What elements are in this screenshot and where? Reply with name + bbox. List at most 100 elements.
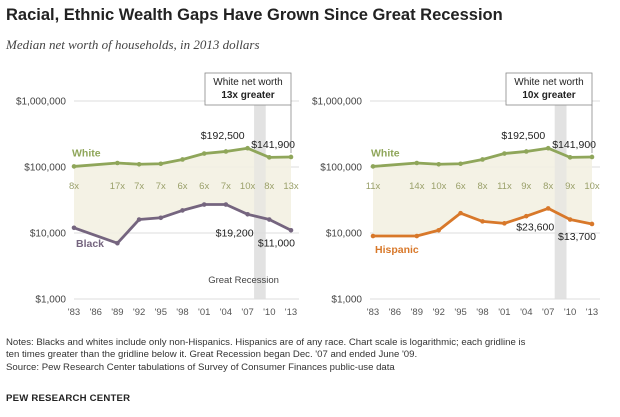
data-point-white	[115, 160, 120, 166]
x-tick-label: '01	[498, 307, 510, 318]
gap-ratio-label: 7x	[221, 181, 231, 192]
data-point-white	[524, 149, 529, 154]
value-label: $19,200	[216, 227, 254, 239]
series-name-black: Black	[76, 238, 104, 250]
data-point-hispanic	[524, 213, 529, 219]
value-label: $23,600	[516, 221, 554, 233]
data-point-hispanic	[545, 206, 551, 211]
pew-research-center-logo-text: PEW RESEARCH CENTER	[6, 393, 131, 404]
x-tick-label: '10	[263, 307, 275, 318]
gap-fill-area	[74, 148, 291, 244]
x-tick-label: '13	[285, 307, 297, 318]
data-point-hispanic	[480, 219, 485, 224]
data-point-black	[136, 217, 142, 222]
data-point-hispanic	[567, 217, 573, 222]
x-tick-label: '04	[220, 307, 232, 318]
data-point-black	[245, 212, 250, 217]
x-tick-label: '07	[241, 307, 253, 318]
x-tick-label: '92	[433, 307, 445, 318]
series-name-white: White	[371, 147, 400, 159]
data-point-hispanic	[589, 221, 595, 227]
data-point-black	[180, 208, 185, 213]
y-tick-label: $1,000,000	[16, 97, 66, 108]
data-point-white	[267, 155, 272, 160]
series-line-white	[73, 146, 292, 168]
value-label: $141,900	[251, 139, 295, 151]
value-label: $11,000	[258, 237, 295, 249]
gap-ratio-label: 10x	[240, 181, 256, 192]
data-point-white	[158, 161, 164, 167]
y-tick-label: $10,000	[30, 229, 67, 240]
x-tick-label: '89	[111, 307, 123, 318]
data-point-white	[414, 160, 420, 166]
x-tick-label: '83	[68, 307, 80, 318]
series-line-white	[372, 146, 593, 168]
callout-box	[204, 72, 292, 106]
data-point-white	[370, 164, 376, 169]
charts-area: $1,000,000$100,000$10,000$1,000'83'86'89…	[16, 72, 600, 318]
gap-ratio-label: 17x	[110, 181, 126, 192]
y-tick-label: $1,000	[331, 295, 362, 306]
callout-line-2: 10x greater	[522, 90, 575, 101]
gap-fill-area	[373, 148, 592, 237]
x-tick-label: '95	[155, 307, 167, 318]
gap-ratio-label: 14x	[409, 181, 425, 192]
series-name-hispanic: Hispanic	[375, 244, 419, 256]
data-point-white	[245, 145, 250, 151]
data-point-white	[436, 161, 442, 167]
chart-subtitle: Median net worth of households, in 2013 …	[6, 37, 260, 52]
gap-ratio-label: 11x	[366, 181, 381, 192]
y-tick-label: $100,000	[320, 163, 362, 174]
data-point-black	[288, 227, 294, 233]
x-tick-label: '98	[176, 307, 188, 318]
gap-ratio-label: 9x	[521, 181, 531, 192]
value-label: $192,500	[201, 130, 245, 142]
data-point-white	[201, 151, 207, 156]
y-tick-label: $1,000	[35, 295, 66, 306]
gap-ratio-label: 9x	[565, 181, 575, 192]
data-point-white	[180, 157, 185, 162]
x-tick-label: '04	[520, 307, 532, 318]
data-point-white	[567, 155, 573, 160]
y-tick-label: $1,000,000	[312, 97, 362, 108]
y-tick-label: $10,000	[326, 229, 363, 240]
data-point-black	[115, 240, 120, 246]
recession-band-overlay	[254, 95, 266, 299]
gap-ratio-label: 7x	[134, 181, 144, 192]
gap-ratio-label: 10x	[584, 181, 600, 192]
data-point-white	[136, 161, 142, 167]
chart-title: Racial, Ethnic Wealth Gaps Have Grown Si…	[6, 6, 503, 24]
gap-ratio-label: 11x	[497, 181, 512, 192]
x-tick-label: '92	[133, 307, 145, 318]
callout-line-1: White net worth	[213, 77, 282, 88]
panel-black-white: $1,000,000 $100,000 $10,000 $1,000'83 '86 '89…	[16, 72, 299, 318]
value-label: $141,900	[552, 139, 596, 151]
x-tick-label: '98	[476, 307, 488, 318]
note-line-1: Notes: Blacks and whites include only no…	[6, 337, 526, 348]
data-point-black	[71, 225, 77, 231]
recession-label: Great Recession	[208, 275, 279, 286]
gap-ratio-label: 13x	[283, 181, 299, 192]
x-tick-label: '10	[564, 307, 576, 318]
data-point-hispanic	[502, 221, 507, 226]
data-point-white	[458, 161, 463, 167]
data-point-hispanic	[436, 227, 442, 233]
data-point-white	[502, 151, 507, 156]
data-point-white	[545, 145, 551, 151]
callout-box	[505, 72, 593, 106]
data-point-hispanic	[414, 233, 420, 239]
data-point-black	[267, 217, 272, 222]
gap-ratio-label: 10x	[431, 181, 447, 192]
gap-ratio-label: 7x	[156, 181, 166, 192]
gap-ratio-label: 6x	[177, 181, 187, 192]
x-tick-label: '86	[389, 307, 401, 318]
gap-ratio-label: 8x	[264, 181, 274, 192]
x-tick-label: '86	[90, 307, 102, 318]
notes: Notes: Blacks and whites include only no…	[6, 337, 614, 374]
source-line: Source: Pew Research Center tabulations …	[6, 361, 395, 373]
y-tick-label: $100,000	[24, 163, 66, 174]
gap-ratio-label: 6x	[456, 181, 466, 192]
gap-ratio-label: 8x	[477, 181, 487, 192]
series-line-black	[73, 203, 292, 245]
data-point-white	[71, 164, 77, 169]
